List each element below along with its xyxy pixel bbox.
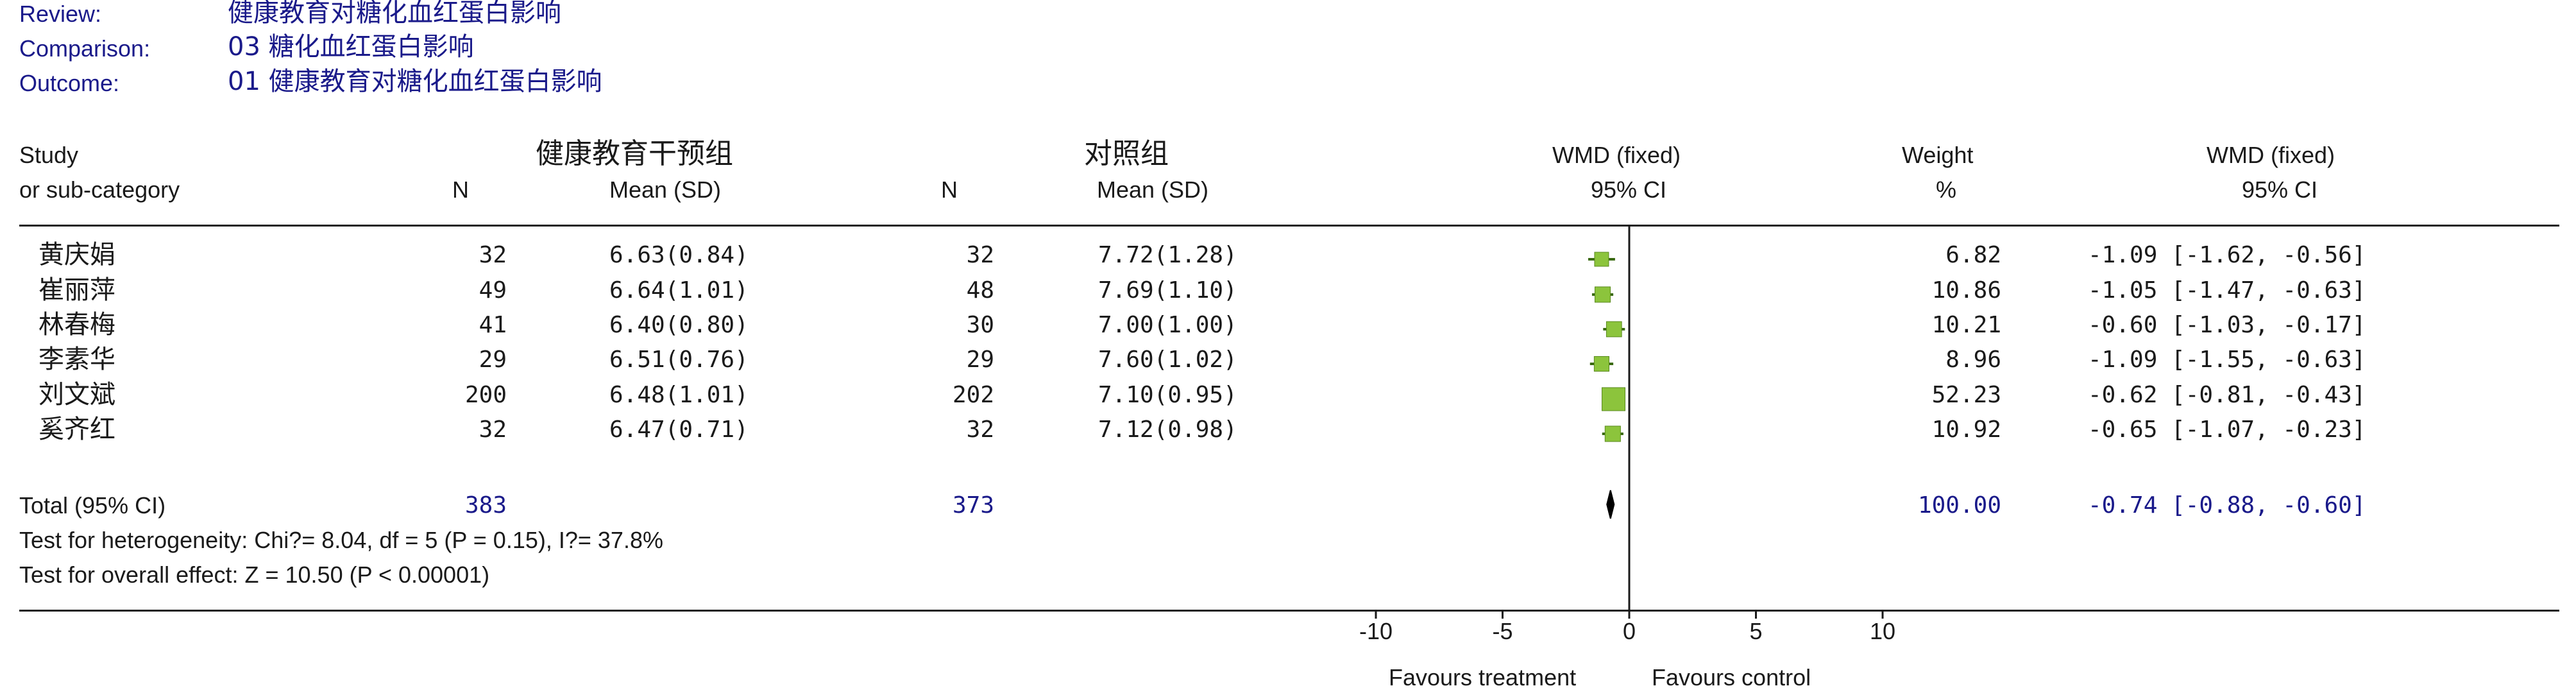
- header-study: Study: [19, 142, 79, 168]
- header-wmd-values: WMD (fixed): [2207, 142, 2335, 168]
- study-name: 刘文斌: [38, 380, 115, 409]
- study-name: 崔丽萍: [38, 275, 115, 305]
- study-effect-marker: [1593, 356, 1610, 372]
- axis-tick-label: 10: [1870, 618, 1895, 644]
- study-effect-marker: [1602, 387, 1626, 411]
- study-mean-sd-control: 7.72(1.28): [1098, 242, 1237, 268]
- study-ci: -1.09 [-1.55, -0.63]: [2088, 347, 2366, 373]
- header-mean-sd-treatment: Mean (SD): [609, 176, 722, 203]
- favours-treatment-label: Favours treatment: [1389, 664, 1577, 691]
- study-n-treatment: 29: [479, 347, 507, 373]
- axis-tick-label: 5: [1749, 618, 1762, 644]
- study-name: 林春梅: [38, 310, 115, 339]
- total-label: Total (95% CI): [19, 492, 166, 519]
- study-effect-marker: [1606, 321, 1622, 338]
- favours-control-label: Favours control: [1652, 664, 1811, 691]
- study-n-treatment: 49: [479, 277, 507, 304]
- study-name: 黄庆娟: [38, 240, 115, 270]
- total-weight: 100.00: [1917, 492, 2001, 519]
- study-n-control: 32: [966, 242, 994, 268]
- study-ci: -0.60 [-1.03, -0.17]: [2088, 312, 2366, 338]
- study-mean-sd-control: 7.12(0.98): [1098, 416, 1237, 443]
- study-ci: -0.62 [-0.81, -0.43]: [2088, 382, 2366, 408]
- study-n-control: 202: [952, 382, 994, 408]
- study-mean-sd-control: 7.60(1.02): [1098, 347, 1237, 373]
- study-name: 奚齐红: [38, 415, 115, 444]
- study-n-treatment: 41: [479, 312, 507, 338]
- header-wmd-plot: WMD (fixed): [1552, 142, 1681, 168]
- study-n-control: 30: [966, 312, 994, 338]
- total-n-treatment: 383: [464, 492, 507, 519]
- axis-tick-label: 0: [1623, 618, 1636, 644]
- study-weight: 6.82: [1945, 242, 2001, 268]
- header-rule: [19, 225, 2559, 227]
- study-mean-sd-control: 7.69(1.10): [1098, 277, 1237, 304]
- total-n-control: 373: [952, 492, 994, 519]
- header-sub-category: or sub-category: [19, 176, 180, 203]
- study-n-control: 48: [966, 277, 994, 304]
- review-label: Review:: [19, 1, 102, 27]
- header-ci-values: 95% CI: [2242, 176, 2318, 203]
- study-effect-marker: [1595, 286, 1611, 303]
- study-weight: 8.96: [1945, 347, 2001, 373]
- header-weight: Weight: [1902, 142, 1974, 168]
- axis-tick-label: -10: [1359, 618, 1393, 644]
- study-n-control: 29: [966, 347, 994, 373]
- study-effect-marker: [1594, 252, 1609, 267]
- study-weight: 10.86: [1931, 277, 2001, 304]
- total-ci: -0.74 [-0.88, -0.60]: [2088, 492, 2366, 519]
- study-weight: 52.23: [1931, 382, 2001, 408]
- study-mean-sd-treatment: 6.64(1.01): [609, 277, 749, 304]
- study-mean-sd-treatment: 6.40(0.80): [609, 312, 749, 338]
- study-effect-marker: [1604, 425, 1621, 442]
- study-n-treatment: 200: [464, 382, 507, 408]
- study-ci: -0.65 [-1.07, -0.23]: [2088, 416, 2366, 443]
- pooled-effect-diamond: [1606, 490, 1615, 519]
- study-mean-sd-control: 7.00(1.00): [1098, 312, 1237, 338]
- review-value: 健康教育对糖化血红蛋白影响: [228, 0, 561, 28]
- axis-tick-label: -5: [1492, 618, 1513, 644]
- heterogeneity-test: Test for heterogeneity: Chi?= 8.04, df =…: [19, 527, 663, 553]
- header-n-treatment: N: [452, 176, 469, 203]
- comparison-value: 03 糖化血红蛋白影响: [228, 32, 474, 62]
- axis-rule: [19, 610, 2559, 612]
- header-mean-sd-control: Mean (SD): [1097, 176, 1209, 203]
- study-n-treatment: 32: [479, 242, 507, 268]
- study-mean-sd-treatment: 6.51(0.76): [609, 347, 749, 373]
- header-n-control: N: [941, 176, 958, 203]
- comparison-label: Comparison:: [19, 35, 151, 62]
- outcome-label: Outcome:: [19, 70, 120, 96]
- overall-effect-test: Test for overall effect: Z = 10.50 (P < …: [19, 562, 490, 588]
- outcome-value: 01 健康教育对糖化血红蛋白影响: [228, 67, 602, 96]
- study-weight: 10.21: [1931, 312, 2001, 338]
- header-weight-pct: %: [1936, 176, 1957, 203]
- study-ci: -1.09 [-1.62, -0.56]: [2088, 242, 2366, 268]
- header-group-treatment: 健康教育干预组: [536, 137, 733, 170]
- study-mean-sd-treatment: 6.47(0.71): [609, 416, 749, 443]
- header-ci-plot: 95% CI: [1591, 176, 1667, 203]
- study-n-treatment: 32: [479, 416, 507, 443]
- study-mean-sd-control: 7.10(0.95): [1098, 382, 1237, 408]
- study-mean-sd-treatment: 6.63(0.84): [609, 242, 749, 268]
- study-mean-sd-treatment: 6.48(1.01): [609, 382, 749, 408]
- header-group-control: 对照组: [1084, 137, 1169, 170]
- study-ci: -1.05 [-1.47, -0.63]: [2088, 277, 2366, 304]
- study-weight: 10.92: [1931, 416, 2001, 443]
- study-n-control: 32: [966, 416, 994, 443]
- study-name: 李素华: [38, 345, 115, 374]
